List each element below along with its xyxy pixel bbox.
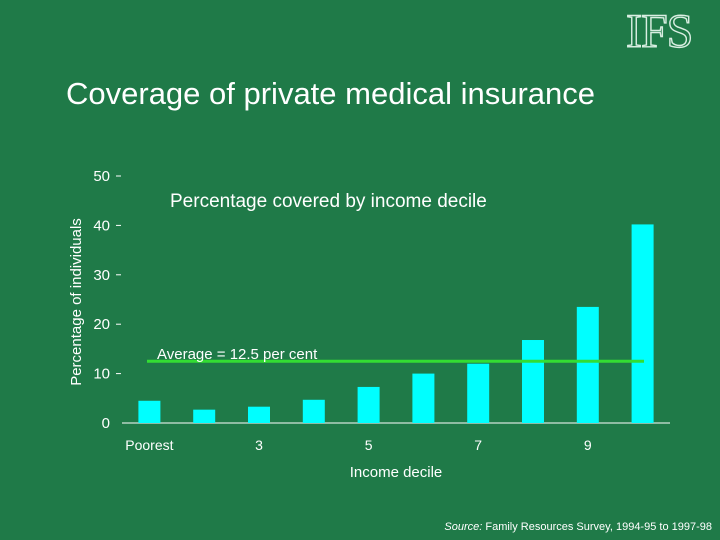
- bar-5: [357, 386, 380, 423]
- bar-7: [467, 363, 490, 423]
- y-tick-label: 20: [93, 316, 110, 333]
- bar-2: [193, 409, 216, 423]
- chart-bars: [138, 224, 654, 423]
- source-label: Source:: [444, 521, 483, 533]
- x-tick-label: 7: [474, 437, 482, 453]
- y-tick-label: 50: [93, 168, 110, 185]
- x-tick-label: 3: [255, 437, 263, 453]
- slide-title: Coverage of private medical insurance: [66, 76, 595, 111]
- bar-8: [522, 340, 544, 423]
- ifs-logo: IFS: [625, 5, 694, 58]
- y-tick-label: 0: [102, 415, 110, 432]
- bar-10: [631, 224, 654, 423]
- y-tick-label: 10: [93, 366, 110, 383]
- source-text: Family Resources Survey, 1994-95 to 1997…: [482, 521, 712, 533]
- bar-4: [302, 399, 325, 423]
- x-axis-label: Income decile: [350, 464, 443, 481]
- bar-9: [576, 306, 599, 423]
- bar-6: [412, 373, 435, 423]
- average-annotation: Average = 12.5 per cent: [157, 346, 318, 363]
- x-tick-label: Poorest: [125, 437, 173, 453]
- y-axis-label: Percentage of individuals: [68, 218, 85, 386]
- x-tick-label: 5: [365, 437, 373, 453]
- x-tick-label: 9: [584, 437, 592, 453]
- y-tick-label: 30: [93, 267, 110, 284]
- y-tick-labels: 0 10 20 30 40 50: [93, 168, 110, 432]
- chart-title: Percentage covered by income decile: [170, 191, 487, 212]
- bar-1: [138, 400, 161, 423]
- source-note: Source: Family Resources Survey, 1994-95…: [444, 521, 712, 533]
- y-tick-label: 40: [93, 217, 110, 234]
- bar-3: [248, 406, 270, 423]
- x-tick-labels: Poorest 3 5 7 9: [125, 437, 592, 453]
